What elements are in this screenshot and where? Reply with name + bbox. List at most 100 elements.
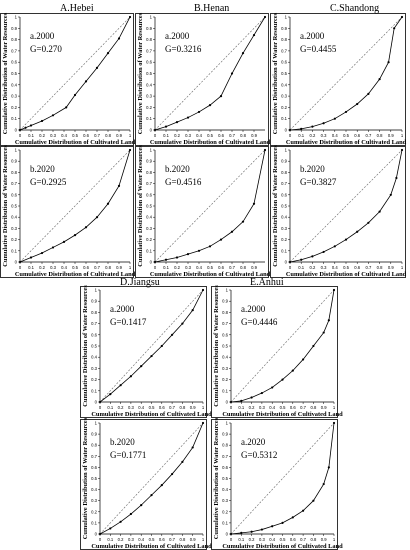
y-tick-label: 0.1 (11, 116, 17, 121)
year-label: a.2020 (241, 437, 266, 447)
title-jiangsu: D.Jiangsu (120, 277, 160, 288)
x-tick-label: 0.5 (149, 405, 155, 410)
y-tick-label: 0.7 (11, 48, 17, 53)
y-tick-label: 0.2 (281, 237, 287, 242)
lorenz-panel: 0 0.1 0.2 0.3 0.4 0.5 0.6 0.7 0.8 0.9 0 0.1 0.2 0.3 0.… (135, 145, 271, 278)
y-tick-label: 0.1 (91, 388, 97, 393)
y-tick-label: 0.9 (11, 26, 17, 31)
lorenz-curve-point (311, 125, 314, 128)
x-tick-label: 0.5 (72, 133, 78, 138)
y-tick-label: 0.4 (11, 215, 17, 220)
lorenz-curve-point (191, 309, 194, 312)
title-shandong: C.Shandong (330, 3, 379, 14)
x-tick-label: 0.4 (269, 537, 275, 542)
y-tick-label: 0.6 (91, 332, 97, 337)
y-tick-label: 0.2 (91, 509, 97, 514)
y-tick-label: 0.3 (146, 226, 152, 231)
lorenz-curve-point (186, 116, 190, 119)
lorenz-curve-point (333, 245, 336, 248)
lorenz-curve-point (40, 119, 44, 123)
x-axis-title: Cumulative Distribution of Cultivated La… (286, 139, 407, 146)
lorenz-curve-point (119, 520, 122, 523)
x-tick-label: 0.3 (259, 405, 265, 410)
y-tick-label: 0.4 (146, 82, 152, 87)
y-tick-label: 0.3 (91, 498, 97, 503)
x-tick-label: 0.3 (259, 537, 265, 542)
y-tick-label: 0 (285, 128, 288, 133)
x-tick-label: 0.7 (94, 133, 100, 138)
y-tick-label: 0.6 (11, 192, 17, 197)
panel-frame (270, 146, 406, 278)
lorenz-curve-point (95, 66, 99, 69)
x-tick-label: 0 (230, 537, 233, 542)
x-tick-label: 0.4 (61, 133, 67, 138)
y-tick-label: 0.9 (222, 432, 228, 437)
x-tick-label: 0.6 (290, 537, 296, 542)
lorenz-curve-point (106, 52, 110, 55)
lorenz-curve-point (65, 106, 68, 109)
lorenz-curve-point (322, 331, 325, 334)
lorenz-curve-point (241, 52, 245, 55)
gini-label: G=0.1771 (110, 450, 146, 460)
title-hebei: A.Hebei (60, 3, 94, 14)
lorenz-curve-point (181, 460, 184, 463)
x-tick-label: 0.8 (179, 405, 185, 410)
x-tick-label: 0.4 (332, 265, 338, 270)
x-axis-title: Cumulative Distribution of Cultivated La… (286, 271, 407, 278)
lorenz-curve-point (302, 509, 305, 512)
lorenz-curve-point (128, 15, 132, 19)
lorenz-curve-line (289, 16, 403, 131)
x-tick-label: 0.2 (309, 133, 315, 138)
y-tick-label: 0.1 (281, 116, 287, 121)
x-tick-label: 0.6 (354, 265, 360, 270)
year-label: a.2000 (165, 31, 190, 41)
equality-line (19, 149, 131, 263)
lorenz-curve-point (160, 484, 163, 487)
lorenz-curve-point (29, 124, 33, 127)
equality-line (99, 422, 204, 535)
x-tick-label: 0.6 (159, 537, 165, 542)
lorenz-curve-point (312, 344, 315, 348)
y-tick-label: 0.9 (146, 159, 152, 164)
lorenz-curve-point (117, 37, 121, 40)
lorenz-curve-point (230, 230, 234, 233)
lorenz-curve-point (140, 504, 143, 507)
y-axis-title: Cumulative Distribution of Water Resourc… (137, 12, 144, 134)
lorenz-curve-point (300, 258, 303, 261)
lorenz-curve-point (288, 128, 292, 132)
y-tick-label: 0.3 (281, 226, 287, 231)
equality-line (230, 289, 335, 403)
x-tick-label: 0.4 (332, 133, 338, 138)
lorenz-curve-point (311, 255, 314, 258)
y-axis-title: Cumulative Distribution of Water Resourc… (82, 285, 89, 407)
x-tick-label: 0.6 (218, 265, 224, 270)
y-tick-label: 0.3 (281, 94, 287, 99)
y-tick-label: 0.1 (222, 520, 228, 525)
lorenz-curve-point (119, 384, 122, 387)
x-tick-label: 1 (202, 537, 205, 542)
x-axis-title: Cumulative Distribution of Cultivated La… (15, 139, 136, 146)
y-tick-label: 1 (15, 15, 18, 20)
lorenz-curve-point (201, 288, 205, 292)
lorenz-curve-point (271, 386, 274, 389)
x-tick-label: 0 (154, 133, 157, 138)
y-tick-label: 0 (15, 128, 18, 133)
x-tick-label: 1 (401, 133, 404, 138)
year-label: a.2000 (30, 31, 55, 41)
year-label: a.2000 (300, 31, 325, 41)
y-tick-label: 0.3 (11, 94, 17, 99)
gini-label: G=0.3827 (300, 177, 337, 187)
y-tick-label: 0.5 (91, 476, 97, 481)
lorenz-curve-point (175, 256, 179, 259)
lorenz-curve-point (117, 184, 121, 187)
panel-frame (211, 286, 338, 418)
lorenz-curve-point (197, 249, 201, 252)
year-label: b.2020 (30, 164, 55, 174)
x-tick-label: 0.3 (321, 133, 327, 138)
y-tick-label: 0.7 (91, 454, 97, 459)
x-tick-label: 0.8 (240, 133, 246, 138)
y-tick-label: 0 (226, 532, 229, 537)
x-tick-label: 0.9 (116, 133, 122, 138)
x-tick-label: 0.2 (174, 133, 180, 138)
